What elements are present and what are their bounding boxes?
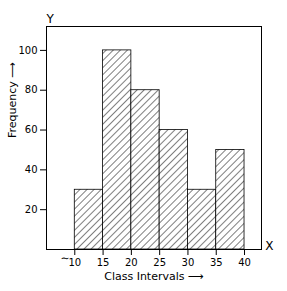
svg-text:Frequency ⟶: Frequency ⟶ bbox=[6, 62, 19, 138]
svg-text:Class Intervals ⟶: Class Intervals ⟶ bbox=[104, 270, 204, 283]
svg-text:100: 100 bbox=[18, 45, 37, 56]
svg-text:40: 40 bbox=[238, 257, 251, 268]
svg-text:Y: Y bbox=[46, 12, 55, 26]
svg-text:X: X bbox=[265, 239, 273, 253]
svg-text:30: 30 bbox=[182, 257, 195, 268]
svg-text:35: 35 bbox=[210, 257, 223, 268]
svg-text:20: 20 bbox=[125, 257, 138, 268]
svg-text:25: 25 bbox=[153, 257, 166, 268]
svg-text:15: 15 bbox=[97, 257, 110, 268]
svg-text:80: 80 bbox=[25, 84, 38, 95]
svg-text:40: 40 bbox=[25, 164, 38, 175]
svg-text:10: 10 bbox=[68, 257, 81, 268]
svg-text:20: 20 bbox=[25, 204, 38, 215]
svg-text:60: 60 bbox=[25, 124, 38, 135]
svg-text:∼: ∼ bbox=[61, 252, 70, 265]
